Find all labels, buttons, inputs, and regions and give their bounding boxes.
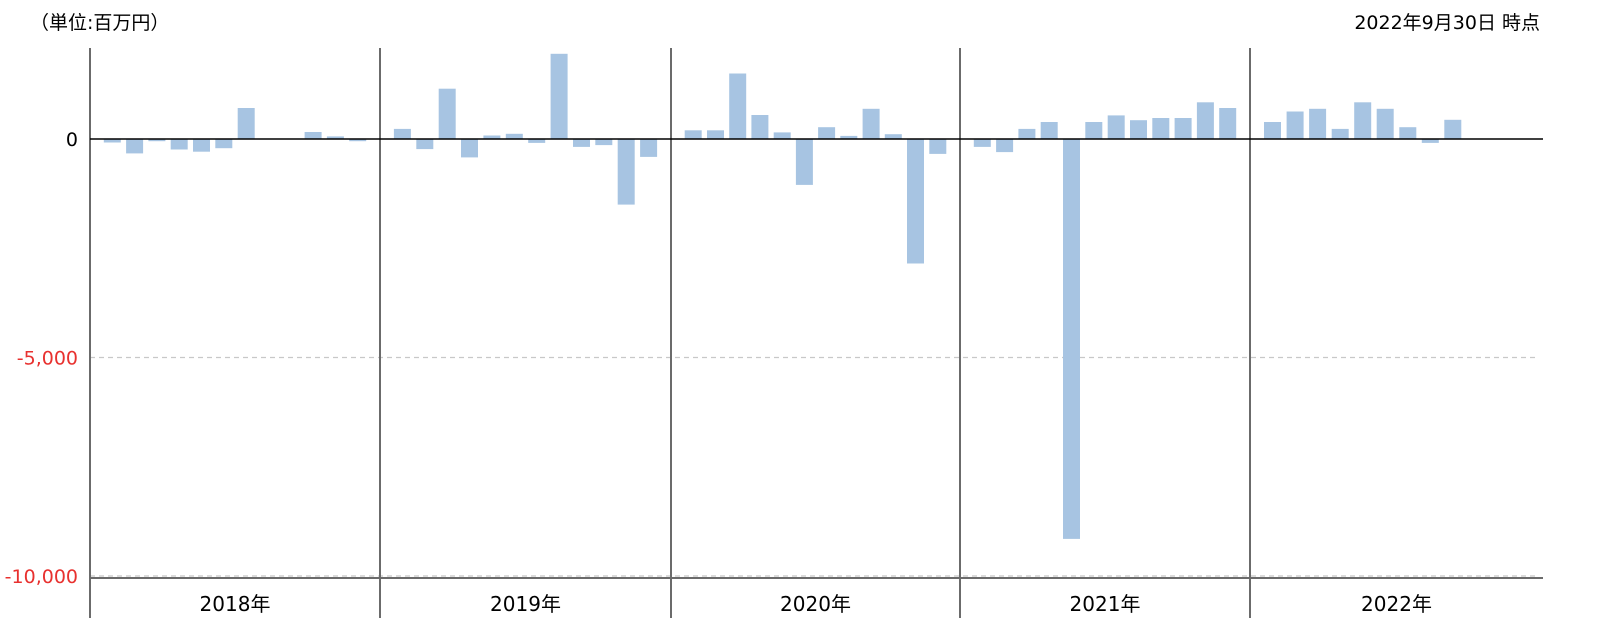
bar	[929, 139, 947, 154]
bar	[818, 127, 836, 139]
bar	[595, 139, 613, 146]
axes	[89, 48, 1543, 618]
year-label: 2020年	[780, 592, 851, 616]
bar	[795, 139, 813, 185]
bar	[884, 134, 902, 139]
bar	[393, 128, 411, 139]
bar	[729, 73, 747, 139]
bar	[1444, 119, 1462, 139]
bar	[1107, 115, 1125, 139]
bar	[237, 108, 255, 139]
bar	[684, 130, 702, 139]
bar	[438, 88, 456, 139]
bar	[1219, 108, 1237, 139]
bar	[1421, 139, 1439, 143]
bar	[193, 139, 210, 152]
bar	[1399, 127, 1417, 139]
bar	[840, 135, 858, 139]
bar	[1309, 108, 1327, 139]
bar	[773, 132, 791, 139]
bar	[996, 139, 1014, 153]
bar	[1085, 122, 1103, 139]
bar	[1286, 111, 1304, 139]
grid-lines	[90, 356, 1535, 577]
bar	[1354, 102, 1372, 139]
year-labels: 2018年 2019年 2020年 2021年 2022年	[200, 592, 1432, 616]
bar	[973, 139, 991, 147]
bar	[1264, 122, 1281, 139]
year-label: 2018年	[200, 592, 271, 616]
as-of-date-label: 2022年9月30日 時点	[1354, 12, 1540, 34]
bar	[907, 139, 924, 264]
bar	[326, 136, 344, 139]
bar	[505, 133, 523, 139]
bar	[1018, 128, 1036, 139]
bar	[640, 139, 658, 157]
year-label: 2022年	[1361, 592, 1432, 616]
unit-label: （単位:百万円）	[30, 12, 170, 34]
y-tick-label: -10,000	[5, 566, 78, 588]
bar	[1040, 122, 1058, 139]
bar	[707, 130, 724, 139]
bar	[349, 139, 367, 142]
bar	[1174, 118, 1192, 139]
bar	[751, 115, 769, 139]
bar	[1152, 118, 1170, 139]
bar	[573, 139, 590, 147]
bar	[416, 139, 434, 150]
bar	[1130, 120, 1147, 139]
y-tick-labels: 0 -5,000 -10,000	[5, 129, 78, 588]
bar	[862, 108, 880, 139]
bar	[617, 139, 635, 205]
bar	[1063, 139, 1080, 539]
bar	[1331, 128, 1349, 139]
bar	[483, 135, 501, 139]
bar	[1376, 108, 1394, 139]
year-label: 2021年	[1070, 592, 1141, 616]
bar	[126, 139, 144, 154]
bar	[170, 139, 188, 150]
bar	[1196, 102, 1214, 139]
y-tick-label: 0	[66, 129, 78, 151]
year-label: 2019年	[490, 592, 561, 616]
bars	[103, 53, 1462, 539]
bar	[528, 139, 546, 143]
y-tick-label: -5,000	[17, 348, 78, 370]
bar	[461, 139, 478, 158]
bar	[103, 139, 121, 143]
bar	[304, 132, 322, 139]
bar	[148, 139, 166, 142]
bar	[215, 139, 233, 149]
bar	[550, 53, 568, 139]
